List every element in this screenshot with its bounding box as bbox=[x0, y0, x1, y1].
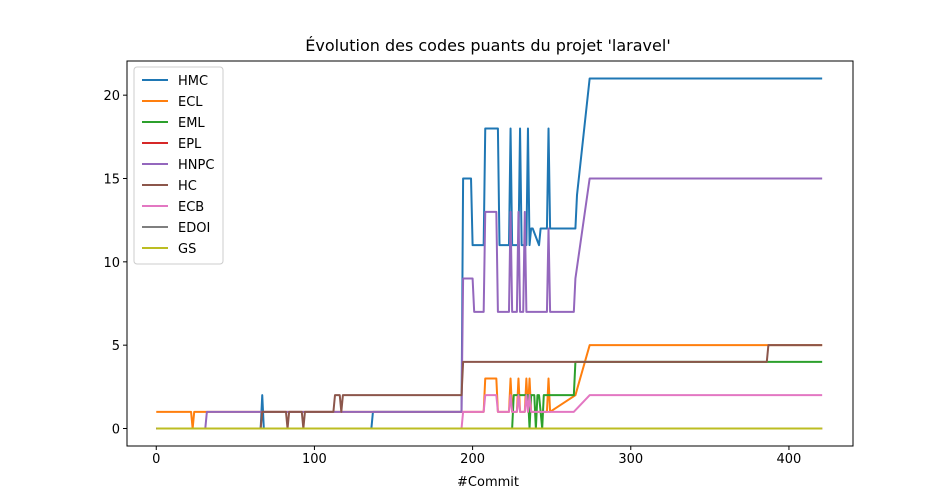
legend-label-edoi: EDOI bbox=[178, 221, 210, 236]
y-tick-label: 0 bbox=[112, 423, 120, 438]
x-tick-label: 400 bbox=[777, 452, 802, 467]
legend: HMC ECL EML EPL HNPC HC ECB EDOI GS bbox=[133, 66, 224, 265]
x-tick-label: 0 bbox=[152, 452, 160, 467]
legend-label-hc: HC bbox=[178, 179, 197, 194]
series-line-hc bbox=[156, 344, 823, 430]
legend-label-hnpc: HNPC bbox=[178, 158, 214, 173]
chart-title: Évolution des codes puants du projet 'la… bbox=[305, 36, 670, 55]
axis-layer: 0 100 200 300 400 0 5 10 15 20 bbox=[103, 89, 801, 467]
legend-label-eml: EML bbox=[178, 116, 205, 131]
legend-label-ecl: ECL bbox=[178, 95, 203, 110]
legend-box bbox=[133, 66, 224, 265]
legend-label-hmc: HMC bbox=[178, 74, 208, 89]
x-tick-label: 200 bbox=[460, 452, 485, 467]
legend-label-epl: EPL bbox=[178, 137, 202, 152]
y-tick-label: 20 bbox=[103, 89, 120, 104]
y-tick-label: 5 bbox=[112, 339, 120, 354]
plot-frame bbox=[126, 60, 854, 447]
series-line-hnpc bbox=[156, 177, 823, 430]
y-tick-label: 15 bbox=[103, 173, 120, 188]
legend-label-gs: GS bbox=[178, 242, 196, 257]
legend-label-ecb: ECB bbox=[178, 200, 204, 215]
x-tick-label: 300 bbox=[618, 452, 643, 467]
y-tick-label: 10 bbox=[103, 256, 120, 271]
x-axis-label: #Commit bbox=[457, 475, 519, 490]
x-tick-label: 100 bbox=[302, 452, 327, 467]
series-line-ecb bbox=[156, 394, 823, 430]
series-layer bbox=[156, 77, 823, 430]
